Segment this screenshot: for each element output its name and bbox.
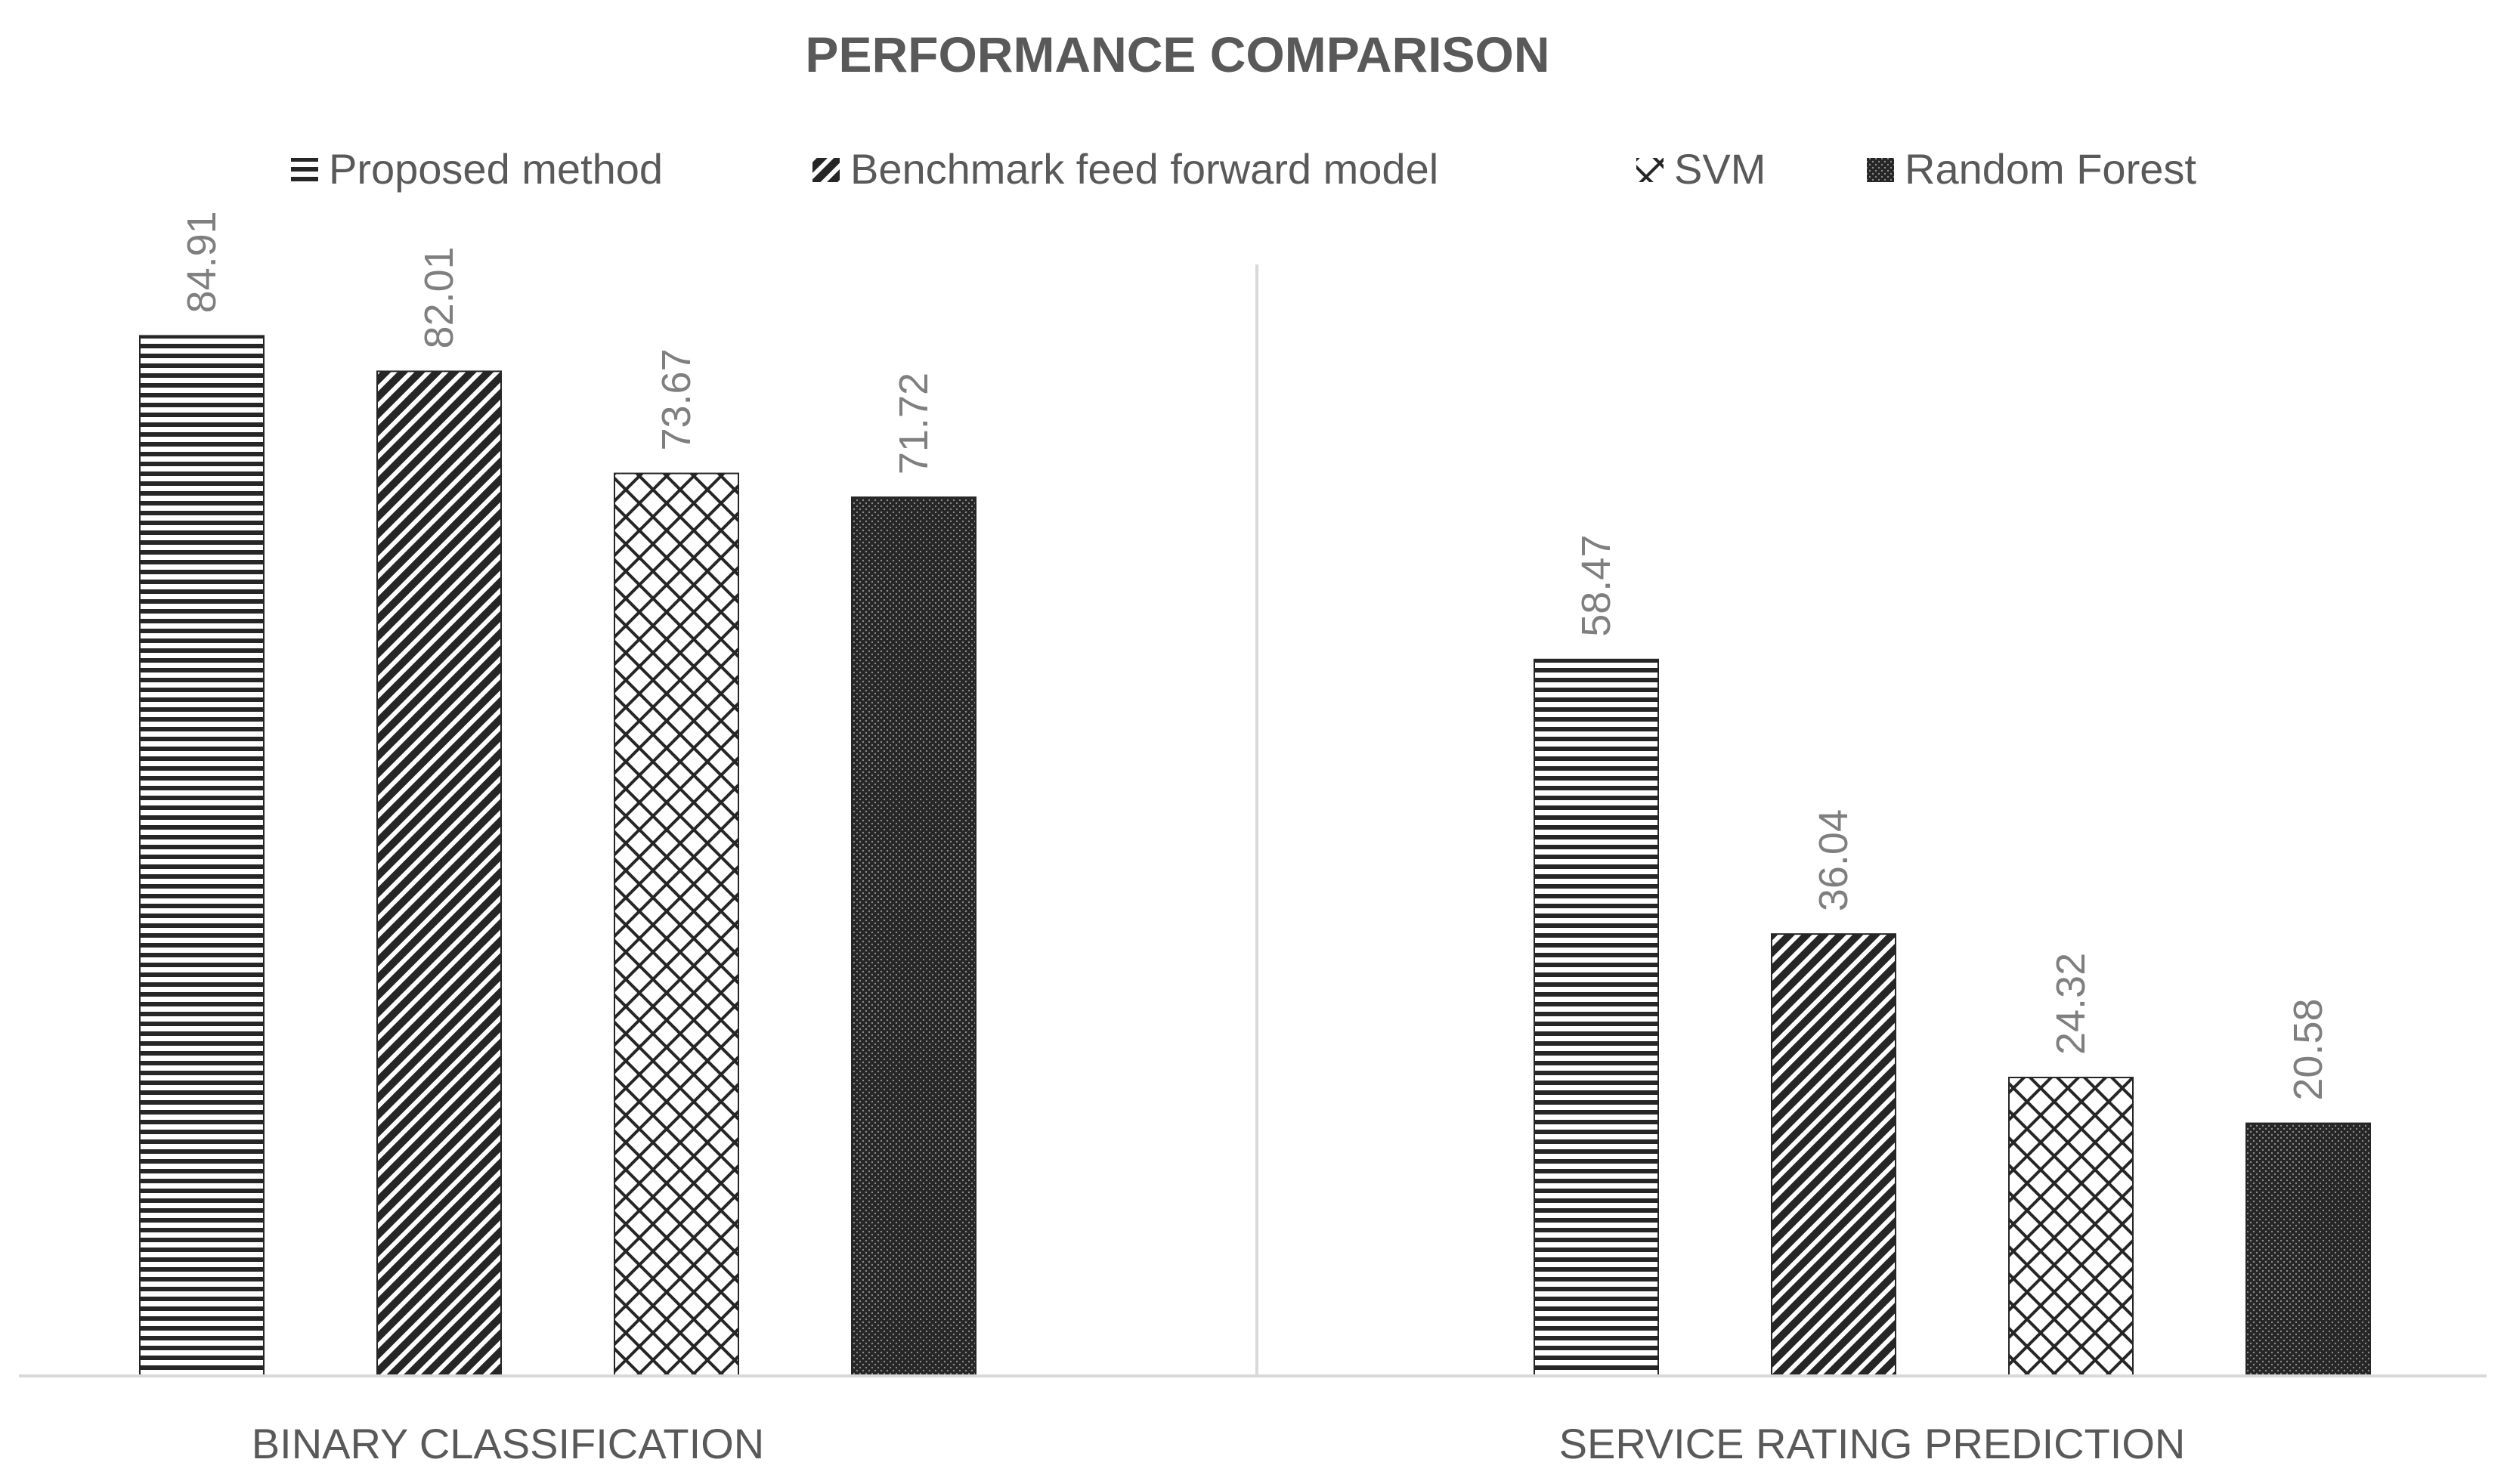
axis-layer	[19, 264, 2487, 1377]
bars-layer	[139, 335, 2371, 1376]
bar	[2245, 1122, 2371, 1376]
legend-label: Proposed method	[329, 145, 663, 193]
chart-title: PERFORMANCE COMPARISON	[805, 26, 1549, 82]
legend-item: SVM	[1636, 145, 1766, 193]
legend: Proposed method Benchmark feed forward mo…	[291, 145, 2196, 193]
legend-swatch	[812, 158, 840, 182]
bar-value-label: 24.32	[2048, 953, 2094, 1055]
bar-value-label: 84.91	[179, 211, 224, 313]
legend-swatch	[1636, 158, 1664, 182]
legend-label: Random Forest	[1905, 145, 2196, 193]
legend-label: SVM	[1674, 145, 1766, 193]
category-label: BINARY CLASSIFICATION	[252, 1420, 764, 1467]
bar-value-label: 71.72	[891, 373, 936, 475]
legend-item: Random Forest	[1867, 145, 2196, 193]
bar	[2008, 1077, 2134, 1376]
legend-item: Proposed method	[291, 145, 663, 193]
legend-swatch	[1867, 158, 1894, 182]
bar-value-label: 73.67	[654, 348, 699, 450]
value-labels-layer: 84.91 82.01 73.67 71.72 58.47 36.04 24.32 20.58	[179, 211, 2331, 1100]
legend-swatch	[291, 158, 318, 182]
legend-item: Benchmark feed forward model	[812, 145, 1438, 193]
category-label: SERVICE RATING PREDICTION	[1559, 1420, 2186, 1467]
bar	[376, 370, 502, 1376]
bar	[1534, 658, 1659, 1376]
category-labels-layer: BINARY CLASSIFICATION SERVICE RATING PRED…	[252, 1420, 2186, 1467]
bar	[851, 496, 976, 1376]
bar	[139, 335, 265, 1376]
bar-value-label: 20.58	[2286, 998, 2331, 1100]
legend-label: Benchmark feed forward model	[850, 145, 1438, 193]
bar	[614, 472, 739, 1376]
bar-value-label: 36.04	[1811, 809, 1856, 911]
bar-value-label: 58.47	[1574, 535, 1619, 637]
bar	[1771, 933, 1896, 1376]
bar-value-label: 82.01	[416, 246, 462, 348]
